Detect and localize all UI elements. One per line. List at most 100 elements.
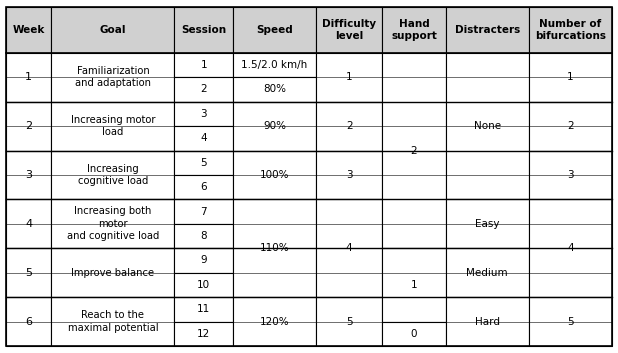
Bar: [6, 53, 51, 102]
Bar: [51, 53, 174, 102]
Bar: [233, 7, 316, 53]
Bar: [529, 150, 612, 199]
Bar: [316, 102, 383, 150]
Bar: [6, 248, 51, 297]
Bar: [174, 224, 233, 248]
Text: 6: 6: [25, 317, 32, 327]
Text: 2: 2: [567, 121, 574, 131]
Text: 1: 1: [411, 280, 417, 290]
Bar: [446, 297, 529, 346]
Text: 10: 10: [197, 280, 210, 290]
Bar: [383, 248, 446, 322]
Bar: [6, 102, 51, 150]
Text: 12: 12: [197, 329, 210, 339]
Text: 5: 5: [25, 268, 32, 278]
Text: 4: 4: [567, 243, 574, 253]
Bar: [316, 53, 383, 102]
Text: 7: 7: [200, 207, 207, 217]
Bar: [233, 77, 316, 102]
Text: Week: Week: [12, 25, 45, 35]
Bar: [174, 53, 233, 77]
Bar: [51, 297, 174, 346]
Text: Speed: Speed: [256, 25, 293, 35]
Bar: [51, 7, 174, 53]
Bar: [529, 199, 612, 297]
Text: 8: 8: [200, 231, 207, 241]
Text: 3: 3: [25, 170, 32, 180]
Bar: [233, 297, 316, 346]
Bar: [6, 150, 51, 199]
Text: 3: 3: [200, 109, 207, 119]
Bar: [174, 102, 233, 126]
Text: Distracters: Distracters: [455, 25, 520, 35]
Bar: [446, 248, 529, 297]
Bar: [174, 150, 233, 175]
Bar: [51, 150, 174, 199]
Bar: [383, 53, 446, 248]
Text: Improve balance: Improve balance: [71, 268, 154, 278]
Text: Reach to the
maximal potential: Reach to the maximal potential: [67, 310, 158, 333]
Text: 1: 1: [200, 60, 207, 70]
Text: 120%: 120%: [260, 317, 289, 327]
Text: 90%: 90%: [263, 121, 286, 131]
Text: 11: 11: [197, 304, 210, 314]
Bar: [174, 7, 233, 53]
Text: 4: 4: [346, 243, 352, 253]
Text: Increasing motor
load: Increasing motor load: [70, 115, 155, 137]
Text: 4: 4: [25, 219, 32, 229]
Text: 0: 0: [411, 329, 417, 339]
Text: Number of
bifurcations: Number of bifurcations: [535, 19, 606, 41]
Text: 1: 1: [25, 72, 32, 82]
Bar: [51, 199, 174, 248]
Bar: [383, 322, 446, 346]
Bar: [529, 297, 612, 346]
Text: Difficulty
level: Difficulty level: [322, 19, 376, 41]
Bar: [446, 199, 529, 248]
Bar: [6, 297, 51, 346]
Text: 3: 3: [567, 170, 574, 180]
Text: Medium: Medium: [467, 268, 508, 278]
Text: Session: Session: [181, 25, 226, 35]
Bar: [316, 199, 383, 297]
Bar: [529, 53, 612, 102]
Text: 110%: 110%: [260, 243, 289, 253]
Text: Familiarization
and adaptation: Familiarization and adaptation: [75, 66, 151, 89]
Bar: [6, 7, 51, 53]
Bar: [51, 102, 174, 150]
Text: None: None: [473, 121, 501, 131]
Bar: [174, 248, 233, 273]
Bar: [383, 7, 446, 53]
Bar: [233, 199, 316, 297]
Bar: [174, 199, 233, 224]
Bar: [174, 273, 233, 297]
Text: 1.5/2.0 km/h: 1.5/2.0 km/h: [241, 60, 308, 70]
Bar: [174, 77, 233, 102]
Bar: [529, 102, 612, 150]
Bar: [446, 7, 529, 53]
Text: 4: 4: [200, 133, 207, 143]
Text: Increasing
cognitive load: Increasing cognitive load: [78, 164, 148, 186]
Text: 2: 2: [346, 121, 352, 131]
Bar: [233, 102, 316, 150]
Text: 9: 9: [200, 256, 207, 265]
Text: Easy: Easy: [475, 219, 499, 229]
Text: 1: 1: [567, 72, 574, 82]
Text: Increasing both
motor
and cognitive load: Increasing both motor and cognitive load: [67, 207, 159, 241]
Bar: [51, 248, 174, 297]
Text: 2: 2: [200, 84, 207, 95]
Bar: [233, 150, 316, 199]
Text: Hard: Hard: [475, 317, 500, 327]
Bar: [174, 126, 233, 150]
Text: 1: 1: [346, 72, 352, 82]
Text: 80%: 80%: [263, 84, 286, 95]
Text: 100%: 100%: [260, 170, 289, 180]
Text: 5: 5: [567, 317, 574, 327]
Text: Goal: Goal: [99, 25, 126, 35]
Text: 5: 5: [346, 317, 352, 327]
Bar: [316, 7, 383, 53]
Text: Hand
support: Hand support: [391, 19, 437, 41]
Bar: [174, 175, 233, 199]
Bar: [316, 150, 383, 199]
Bar: [6, 199, 51, 248]
Text: 5: 5: [200, 158, 207, 168]
